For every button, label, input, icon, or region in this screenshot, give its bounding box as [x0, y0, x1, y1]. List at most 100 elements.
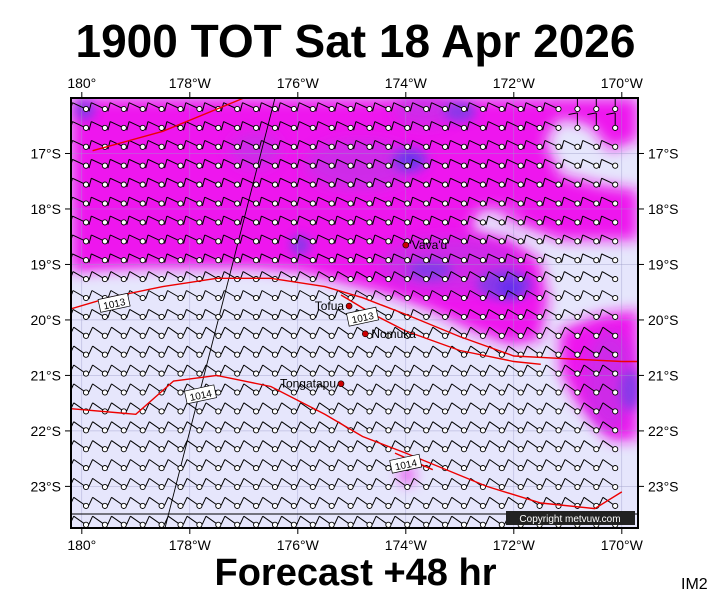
wind-barb [182, 271, 203, 283]
wind-barb [504, 496, 524, 509]
wind-barb [277, 121, 297, 131]
wind-barb [220, 515, 241, 528]
wind-barb [315, 496, 335, 509]
wind-barb [183, 121, 203, 131]
wind-barb [447, 290, 468, 302]
places: Vava'u Tofua Nomuka Tongatapu [280, 238, 447, 391]
wind-barb [201, 158, 222, 169]
wind-barb [504, 477, 524, 491]
wind-barb [315, 271, 335, 283]
wind-barb [352, 496, 373, 509]
wind-barb [390, 326, 411, 339]
wind-barb [182, 308, 203, 320]
wind-barb [220, 477, 241, 491]
wind-barb [145, 215, 165, 226]
wind-barb [88, 440, 108, 453]
wind-barb [88, 345, 108, 358]
wind-barb [390, 121, 411, 131]
wind-barb [447, 440, 468, 453]
wind-barb [163, 326, 184, 339]
wind-barb [485, 477, 505, 491]
wind-barb [239, 215, 260, 226]
wind-barb [145, 421, 165, 434]
wind-barb [296, 121, 316, 131]
wind-barb [579, 158, 600, 169]
wind-barb [88, 121, 108, 131]
wind-barb [239, 177, 260, 188]
wind-barb [296, 421, 316, 434]
wind-barb [296, 196, 316, 207]
image-code: IM2 [681, 576, 708, 593]
wind-barb [560, 271, 581, 283]
wind-barb [315, 234, 335, 245]
wind-barb [258, 102, 279, 113]
wind-barb [107, 326, 127, 339]
wind-barb [88, 326, 108, 339]
wind-barb [598, 234, 619, 245]
wind-barb [164, 140, 184, 150]
wind-barb [352, 515, 373, 528]
wind-barb [126, 253, 146, 264]
wind-barb [390, 383, 411, 396]
wind-barb [145, 234, 165, 245]
wind-barb [504, 308, 524, 320]
wind-barb [258, 177, 279, 188]
wind-barb [371, 496, 392, 509]
copyright-box [506, 511, 635, 525]
wind-barb [220, 177, 241, 188]
wind-barb [542, 253, 562, 264]
wind-barb [277, 515, 297, 528]
wind-barb [145, 496, 165, 509]
wind-barb [239, 158, 260, 169]
wind-barb [428, 158, 449, 169]
wind-barb [447, 496, 468, 509]
wind-barb [220, 308, 241, 320]
wind-barb [201, 515, 222, 528]
wind-barbs [71, 98, 619, 528]
wind-barb [542, 271, 562, 283]
wind-barb [183, 234, 203, 245]
wind-barb [201, 140, 222, 150]
wind-barb [485, 253, 505, 264]
wind-barb [183, 177, 203, 188]
wind-barb [352, 345, 373, 358]
wind-barb [541, 440, 562, 453]
wind-barb [504, 215, 524, 226]
wind-barb [334, 102, 354, 113]
lat-label-left: 17°S [30, 145, 61, 161]
wind-barb [560, 477, 581, 491]
wind-barb [315, 290, 335, 302]
wind-barb [372, 158, 392, 169]
wind-barb [409, 196, 430, 207]
lat-label-left: 22°S [30, 423, 61, 439]
wind-barb [145, 177, 165, 188]
wind-barb [523, 440, 543, 453]
wind-barb [390, 496, 411, 509]
wind-barb [220, 140, 241, 150]
wind-barb [561, 196, 581, 207]
wind-barb [296, 496, 316, 509]
wind-barb [201, 326, 222, 339]
wind-barb [220, 253, 241, 264]
lon-label-top: 180° [67, 75, 96, 91]
wind-barb [598, 253, 619, 264]
wind-barb [390, 402, 411, 415]
wind-barb [560, 402, 581, 415]
wind-barb [447, 459, 468, 472]
wind-barb [334, 402, 354, 415]
wind-barb [598, 421, 619, 434]
wind-barb [504, 364, 524, 377]
place-label: Vava'u [412, 238, 447, 252]
wind-barb [598, 140, 619, 150]
wind-barb [466, 421, 486, 434]
wind-barb [182, 477, 203, 491]
wind-barb [598, 158, 619, 169]
wind-barb [485, 215, 505, 226]
wind-barb [485, 515, 505, 528]
wind-barb [220, 326, 241, 339]
wind-barb [485, 158, 505, 169]
wind-barb [409, 440, 430, 453]
wind-barb [258, 121, 279, 131]
wind-barb [560, 383, 581, 396]
wind-barb [598, 477, 619, 491]
